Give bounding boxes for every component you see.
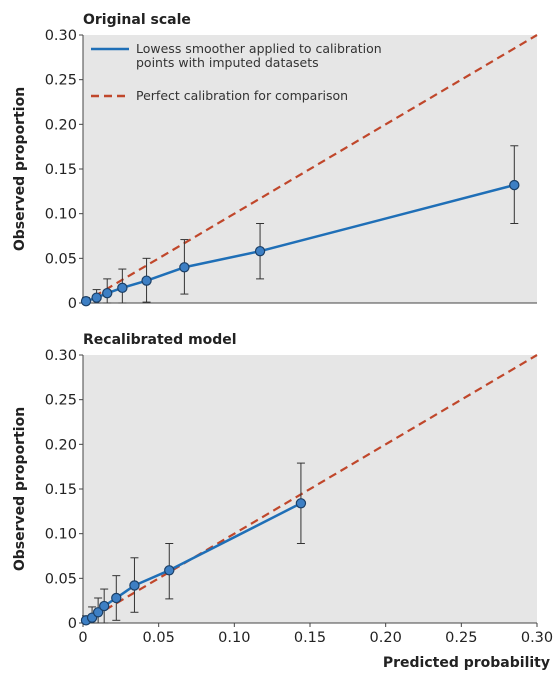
panel-original-scale: Original scale Observed proportion 0 0.05… [12, 12, 538, 312]
y-tick-label: 0 [68, 616, 77, 632]
plot-marks [80, 354, 538, 626]
x-tick-label: 0.30 [521, 630, 553, 646]
x-axis-label: Predicted probability [383, 655, 550, 671]
calibration-point [164, 565, 175, 576]
y-tick-label: 0.15 [45, 162, 77, 178]
y-tick-label: 0.15 [45, 482, 77, 498]
calibration-point [92, 607, 104, 618]
calibration-point [111, 592, 122, 604]
calibration-point [254, 245, 266, 257]
calibration-point [509, 179, 520, 191]
perfect-calibration-line [82, 354, 538, 624]
y-tick-label: 0 [68, 296, 77, 312]
y-tick-label: 0.30 [45, 348, 77, 364]
legend-label-perfect: Perfect calibration for comparison [136, 88, 348, 103]
y-tick-label: 0.20 [45, 437, 77, 453]
x-tick-label: 0.05 [143, 630, 175, 646]
y-tick-label: 0.10 [45, 207, 77, 223]
x-tick-label: 0 [78, 630, 87, 646]
y-tick-labels: 0 0.05 0.10 0.15 0.20 0.25 0.30 [45, 348, 83, 632]
calibration-point [295, 498, 307, 509]
panel-title: Recalibrated model [83, 332, 237, 348]
panel-recalibrated-model: Recalibrated model Observed proportion 0… [12, 332, 553, 671]
legend-label-lowess-line2: points with imputed datasets [136, 55, 319, 70]
x-tick-label: 0.25 [445, 630, 477, 646]
calibration-point [129, 580, 140, 591]
y-axis-label: Observed proportion [12, 87, 28, 251]
legend-label-lowess-line1: Lowess smoother applied to calibration [136, 41, 382, 56]
calibration-point [102, 287, 113, 299]
y-tick-label: 0.25 [45, 73, 77, 89]
plot-marks [80, 34, 538, 307]
y-tick-label: 0.05 [45, 251, 77, 267]
y-tick-label: 0.10 [45, 527, 77, 543]
perfect-calibration-line [82, 34, 538, 304]
calibration-point [98, 600, 110, 612]
calibration-point [91, 292, 102, 303]
x-tick-label: 0.10 [218, 630, 250, 646]
x-tick-label: 0.15 [294, 630, 326, 646]
calibration-point [117, 282, 128, 294]
y-tick-labels: 0 0.05 0.10 0.15 0.20 0.25 0.30 [45, 28, 83, 312]
y-axis-label: Observed proportion [12, 407, 28, 571]
y-tick-label: 0.30 [45, 28, 77, 44]
legend: Lowess smoother applied to calibration p… [91, 41, 382, 103]
y-tick-label: 0.20 [45, 117, 77, 133]
calibration-point [179, 262, 190, 273]
x-tick-labels: 0 0.05 0.10 0.15 0.20 0.25 0.30 [78, 623, 553, 646]
calibration-point [141, 275, 152, 286]
calibration-point [80, 296, 92, 307]
x-tick-label: 0.20 [370, 630, 402, 646]
panel-title: Original scale [83, 12, 191, 28]
y-tick-label: 0.05 [45, 571, 77, 587]
y-tick-label: 0.25 [45, 393, 77, 409]
